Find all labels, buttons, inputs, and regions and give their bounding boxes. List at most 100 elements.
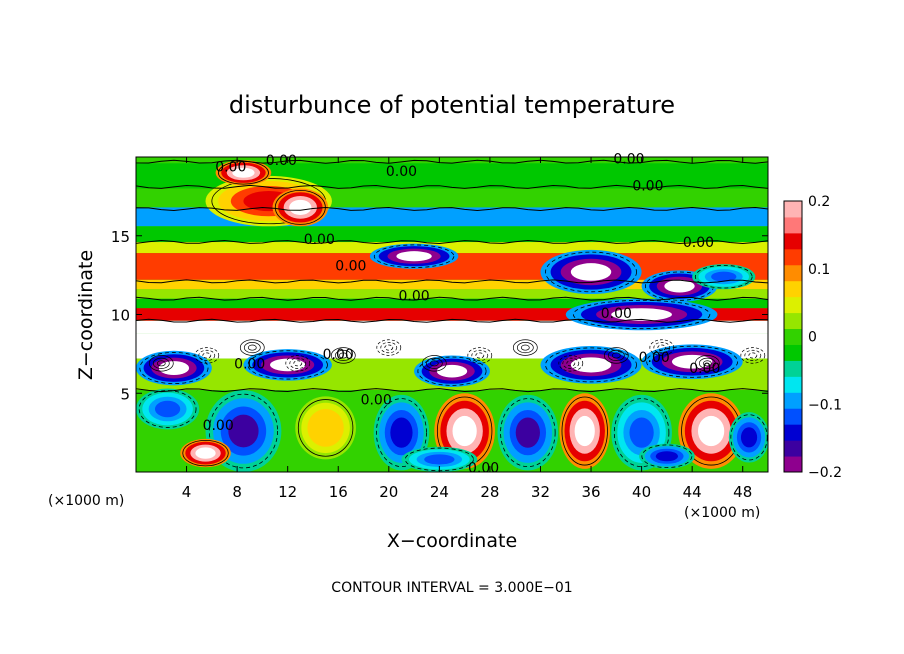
contour-interval-note: CONTOUR INTERVAL = 3.000E−01 — [331, 580, 572, 596]
field-anomaly-ring — [664, 279, 695, 293]
contour-line — [694, 355, 720, 372]
contour-line — [136, 159, 768, 164]
contour-label: 0.00 — [234, 356, 265, 372]
field-anomaly-ring — [228, 414, 259, 448]
contour-line — [607, 349, 625, 361]
colorbar-swatch — [784, 408, 802, 425]
colorbar-swatch — [784, 376, 802, 393]
field-anomaly — [559, 393, 610, 469]
contour-line — [698, 357, 716, 369]
field-band — [136, 226, 768, 243]
colorbar-swatch — [784, 312, 802, 330]
field-anomaly-ring — [515, 417, 540, 448]
colorbar-swatch — [784, 296, 802, 314]
contour-line — [657, 344, 667, 351]
contour-line — [156, 360, 166, 367]
field-anomaly — [639, 443, 695, 469]
field-anomaly-ring — [396, 251, 432, 262]
contour-line — [136, 206, 768, 211]
x-axis: 4 8 12 16 20 24 28 32 36 40 44 48 — [182, 157, 752, 501]
x-tick-label: 48 — [733, 483, 752, 501]
field-band — [136, 289, 768, 299]
contour-line — [566, 360, 576, 367]
contour-label: 0.00 — [683, 235, 714, 251]
contour-line — [512, 339, 538, 356]
field-anomaly — [180, 438, 231, 468]
y-tick-label: 10 — [111, 307, 130, 325]
contour-line — [330, 347, 356, 364]
contour-line — [613, 398, 670, 468]
contour-line — [562, 357, 580, 369]
contour-label: 0.00 — [386, 164, 417, 180]
contour-line — [182, 439, 229, 467]
field-anomaly — [565, 298, 718, 331]
contour-label: 0.00 — [639, 350, 670, 366]
colorbar-swatch — [784, 264, 802, 282]
contour-line — [334, 349, 352, 361]
contour-line — [148, 355, 174, 372]
colorbar-tick-label: 0 — [808, 330, 817, 346]
field-anomaly-ring — [390, 417, 413, 448]
x-tick-label: 24 — [430, 483, 449, 501]
y-axis-label: Z−coordinate — [75, 250, 97, 380]
contour-label: 0.00 — [361, 393, 392, 409]
contour-label: 0.00 — [266, 153, 297, 169]
contour-line — [500, 398, 556, 468]
x-tick-label: 44 — [683, 483, 702, 501]
contour-line — [471, 349, 489, 361]
x-tick-label: 4 — [182, 483, 192, 501]
contour-line — [603, 347, 629, 364]
field-anomaly-ring — [611, 308, 672, 321]
colorbar-frame — [783, 200, 803, 473]
contour-line — [247, 350, 328, 380]
field-anomaly-ring — [424, 454, 455, 465]
colorbar-swatch — [784, 360, 802, 377]
contour-line — [139, 352, 209, 385]
contour-line — [425, 357, 443, 369]
contour-line — [136, 318, 768, 323]
x-tick-label: 12 — [278, 483, 297, 501]
x-unit-left: (×1000 m) — [48, 493, 124, 509]
field-anomaly-ring — [195, 447, 216, 459]
field-anomaly-ring — [671, 354, 713, 369]
contour-line — [748, 352, 758, 359]
colorbar-tick-label: 0.1 — [808, 262, 830, 278]
x-tick-label: 32 — [531, 483, 550, 501]
contour-label: 0.00 — [398, 289, 429, 305]
field-anomaly-ring — [436, 364, 468, 378]
contour-line — [376, 339, 402, 356]
contour-line — [243, 342, 261, 354]
contour-line — [649, 339, 675, 356]
field-anomaly — [136, 388, 200, 430]
contour-line — [384, 344, 394, 351]
contour-label: 0.00 — [632, 178, 663, 194]
x-tick-label: 40 — [632, 483, 651, 501]
contour-line — [653, 342, 671, 354]
field-anomaly-ring — [697, 415, 725, 447]
colorbar: 0.2 0.1 0 −0.1 −0.2 — [783, 194, 842, 481]
colorbar-swatch — [784, 392, 802, 409]
x-tick-label: 20 — [379, 483, 398, 501]
x-tick-label: 16 — [329, 483, 348, 501]
contour-line — [136, 279, 768, 284]
x-tick-label: 36 — [581, 483, 600, 501]
field-anomaly-ring — [574, 415, 595, 447]
field-anomaly — [414, 355, 490, 387]
contour-line — [376, 398, 427, 468]
contour-layer — [136, 159, 768, 393]
contour-line — [417, 356, 487, 386]
contour-line — [572, 299, 711, 330]
contour-line — [702, 360, 712, 367]
contour-line — [744, 349, 762, 361]
contour-line — [429, 360, 439, 367]
contour-line — [202, 352, 212, 359]
field-anomaly — [728, 412, 768, 463]
field-anomaly-ring — [158, 361, 190, 375]
field-anomaly — [401, 446, 478, 472]
contour-line — [611, 352, 621, 359]
field-anomaly — [295, 396, 356, 460]
contour-line — [138, 390, 197, 428]
y-axis: 5 10 15 — [111, 228, 768, 403]
colorbar-swatch — [784, 440, 802, 457]
